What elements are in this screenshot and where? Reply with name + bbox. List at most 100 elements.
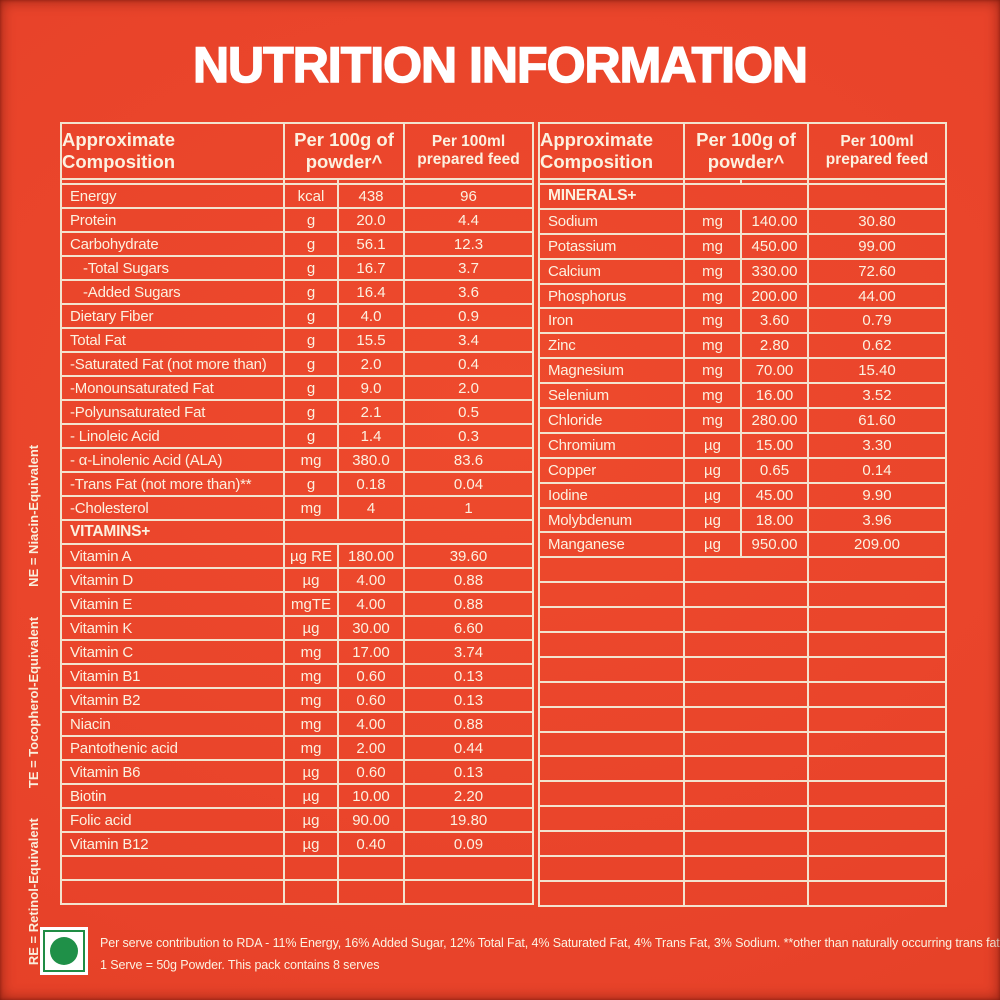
nutrient-row: Copper µg 0.65 0.14 <box>538 456 947 484</box>
per-100g-cell: 2.1 <box>337 399 405 425</box>
nutrient-name-cell: Magnesium <box>538 357 685 385</box>
nutrient-row: Chromium µg 15.00 3.30 <box>538 431 947 459</box>
unit-cell: mg <box>683 407 742 434</box>
nutrient-name-cell: Folic acid <box>60 807 285 833</box>
header-approximate-composition: Approximate Composition <box>60 122 285 180</box>
nutrient-row: Molybdenum µg 18.00 3.96 <box>538 506 947 534</box>
unit-cell: g <box>283 399 339 425</box>
nutrient-name-cell <box>538 655 685 683</box>
per-100ml-cell <box>807 581 947 609</box>
unit-cell: g <box>283 327 339 353</box>
unit-cell: g <box>283 351 339 377</box>
per-100ml-cell: 0.88 <box>403 711 534 737</box>
page-title: NUTRITION INFORMATION <box>192 36 809 94</box>
nutrient-name-cell: Molybdenum <box>538 506 685 534</box>
nutrient-name-cell: - Linoleic Acid <box>60 423 285 449</box>
nutrient-row: Carbohydrate g 56.1 12.3 <box>60 231 534 257</box>
nutrient-row: -Added Sugars g 16.4 3.6 <box>60 279 534 305</box>
gap-cell <box>538 178 685 185</box>
per-100ml-cell: 0.44 <box>403 735 534 761</box>
nutrient-name-cell: -Monounsaturated Fat <box>60 375 285 401</box>
per-100g-cell: 16.4 <box>337 279 405 305</box>
nutrient-name-cell: Selenium <box>538 382 685 410</box>
section-row: VITAMINS+ <box>60 519 534 545</box>
nutrient-name-cell: Total Fat <box>60 327 285 353</box>
nutrition-table-left: Approximate Composition Per 100g of powd… <box>60 122 534 905</box>
unit-value-cell <box>683 855 809 882</box>
gap-cell <box>283 178 339 185</box>
per-100g-cell: 56.1 <box>337 231 405 257</box>
per-100g-cell: 30.00 <box>337 615 405 641</box>
per-100g-cell: 1.4 <box>337 423 405 449</box>
per-100ml-cell: 61.60 <box>807 407 947 434</box>
nutrient-name-cell <box>538 830 685 858</box>
nutrient-name-cell <box>538 805 685 833</box>
nutrient-name-cell: Energy <box>60 183 285 209</box>
per-100ml-cell: 3.4 <box>403 327 534 353</box>
per-100g-cell: 200.00 <box>740 282 809 310</box>
nutrient-name-cell: Vitamin B12 <box>60 831 285 857</box>
per-100g-cell: 45.00 <box>740 481 809 509</box>
per-100ml-cell: 39.60 <box>403 543 534 569</box>
nutrient-row: -Trans Fat (not more than)** g 0.18 0.04 <box>60 471 534 497</box>
nutrient-name-cell: Phosphorus <box>538 282 685 310</box>
nutrient-row: Biotin µg 10.00 2.20 <box>60 783 534 809</box>
nutrient-name-cell <box>538 556 685 584</box>
per-100g-cell: 2.00 <box>337 735 405 761</box>
nutrient-name-cell: Iron <box>538 307 685 335</box>
per-100ml-cell: 4.4 <box>403 207 534 233</box>
per-100g-cell: 10.00 <box>337 783 405 809</box>
unit-cell: g <box>283 375 339 401</box>
per-100ml-cell: 3.7 <box>403 255 534 281</box>
unit-cell <box>283 879 339 905</box>
unit-cell: mg <box>683 307 742 335</box>
unit-cell: g <box>283 279 339 305</box>
unit-cell: mg <box>683 232 742 260</box>
unit-value-cell <box>683 631 809 658</box>
nutrient-row: - α-Linolenic Acid (ALA) mg 380.0 83.6 <box>60 447 534 473</box>
unit-cell: mg <box>283 711 339 737</box>
nutrient-row: Selenium mg 16.00 3.52 <box>538 382 947 410</box>
unit-cell: g <box>283 231 339 257</box>
nutrient-row: Iron mg 3.60 0.79 <box>538 307 947 335</box>
empty-row <box>538 755 947 783</box>
per-100ml-cell: 99.00 <box>807 232 947 260</box>
empty-row <box>60 855 534 881</box>
nutrient-name-cell: Vitamin E <box>60 591 285 617</box>
per-100ml-cell: 0.13 <box>403 687 534 713</box>
per-100g-cell: 380.0 <box>337 447 405 473</box>
per-100g-cell: 4.00 <box>337 567 405 593</box>
unit-value-cell <box>683 730 809 758</box>
nutrient-name-cell: Vitamin B1 <box>60 663 285 689</box>
empty-row <box>538 655 947 683</box>
per-100g-cell: 16.7 <box>337 255 405 281</box>
per-100g-cell: 2.80 <box>740 332 809 360</box>
empty-row <box>538 556 947 584</box>
per-100ml-cell: 0.5 <box>403 399 534 425</box>
section-title-cell: VITAMINS+ <box>60 519 285 545</box>
per-100ml-cell <box>807 755 947 783</box>
nutrient-name-cell: Pantothenic acid <box>60 735 285 761</box>
nutrient-name-cell <box>538 730 685 758</box>
unit-cell: µg <box>283 831 339 857</box>
per-100ml-cell: 30.80 <box>807 207 947 235</box>
per-100ml-cell: 0.4 <box>403 351 534 377</box>
per-100g-cell: 18.00 <box>740 506 809 534</box>
nutrient-row: -Total Sugars g 16.7 3.7 <box>60 255 534 281</box>
per-100g-cell: 0.60 <box>337 759 405 785</box>
per-100ml-cell: 3.30 <box>807 431 947 459</box>
nutrient-name-cell: Carbohydrate <box>60 231 285 257</box>
unit-value-cell <box>683 680 809 708</box>
per-100ml-cell <box>403 519 534 545</box>
per-100g-cell: 438 <box>337 183 405 209</box>
unit-cell: mg <box>683 282 742 310</box>
unit-cell: µg <box>683 456 742 484</box>
per-100ml-cell: 83.6 <box>403 447 534 473</box>
nutrient-name-cell: Vitamin A <box>60 543 285 569</box>
nutrient-row: - Linoleic Acid g 1.4 0.3 <box>60 423 534 449</box>
per-100g-cell: 180.00 <box>337 543 405 569</box>
nutrient-row: Calcium mg 330.00 72.60 <box>538 257 947 285</box>
gap-cell <box>807 178 947 185</box>
per-100ml-cell: 3.74 <box>403 639 534 665</box>
